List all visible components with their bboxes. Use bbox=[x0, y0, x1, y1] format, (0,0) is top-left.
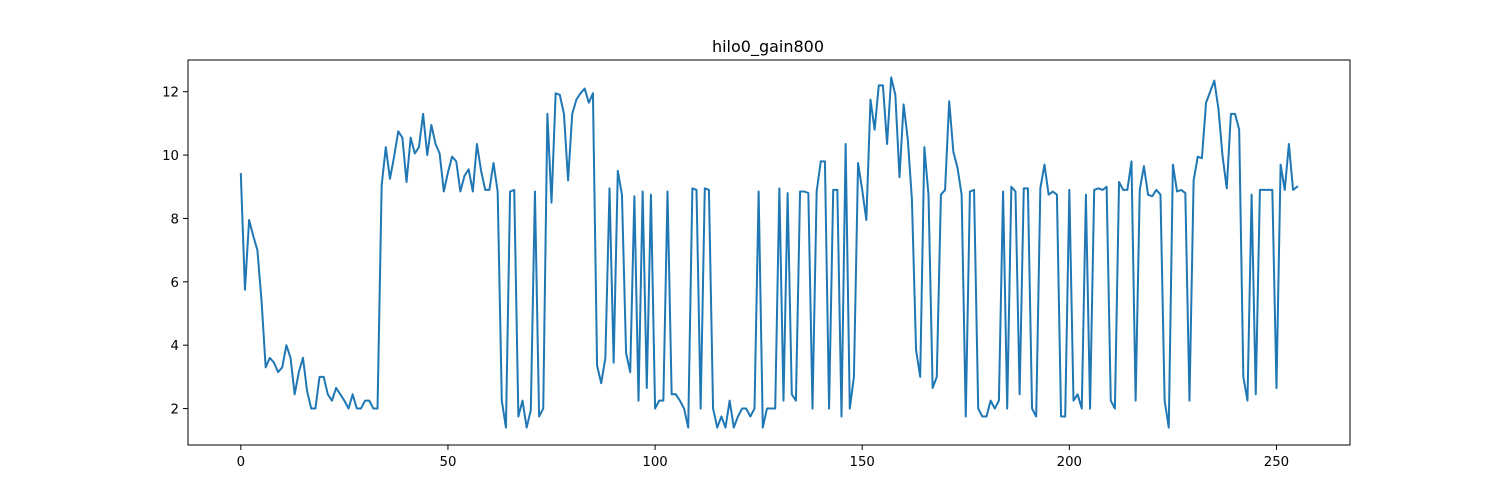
x-tick-label: 250 bbox=[1264, 455, 1289, 470]
y-axis: 2 4 6 8 10 12 bbox=[162, 86, 188, 418]
plot-area bbox=[239, 76, 1299, 429]
y-tick-label: 6 bbox=[171, 276, 179, 291]
x-tick-label: 0 bbox=[237, 455, 245, 470]
y-tick-label: 4 bbox=[171, 339, 179, 354]
chart-title: hilo0_gain800 bbox=[712, 37, 824, 57]
y-tick-label: 2 bbox=[171, 403, 179, 418]
x-tick-label: 200 bbox=[1057, 455, 1082, 470]
y-tick-label: 8 bbox=[171, 212, 179, 227]
x-tick-label: 50 bbox=[439, 455, 456, 470]
x-axis: 0 50 100 150 200 250 bbox=[237, 445, 1289, 470]
y-tick-label: 12 bbox=[162, 86, 179, 101]
axes-frame bbox=[187, 59, 1351, 446]
y-tick-label: 10 bbox=[162, 149, 179, 164]
x-tick-label: 150 bbox=[850, 455, 875, 470]
x-tick-label: 100 bbox=[642, 455, 667, 470]
series-line-0 bbox=[239, 76, 1299, 429]
